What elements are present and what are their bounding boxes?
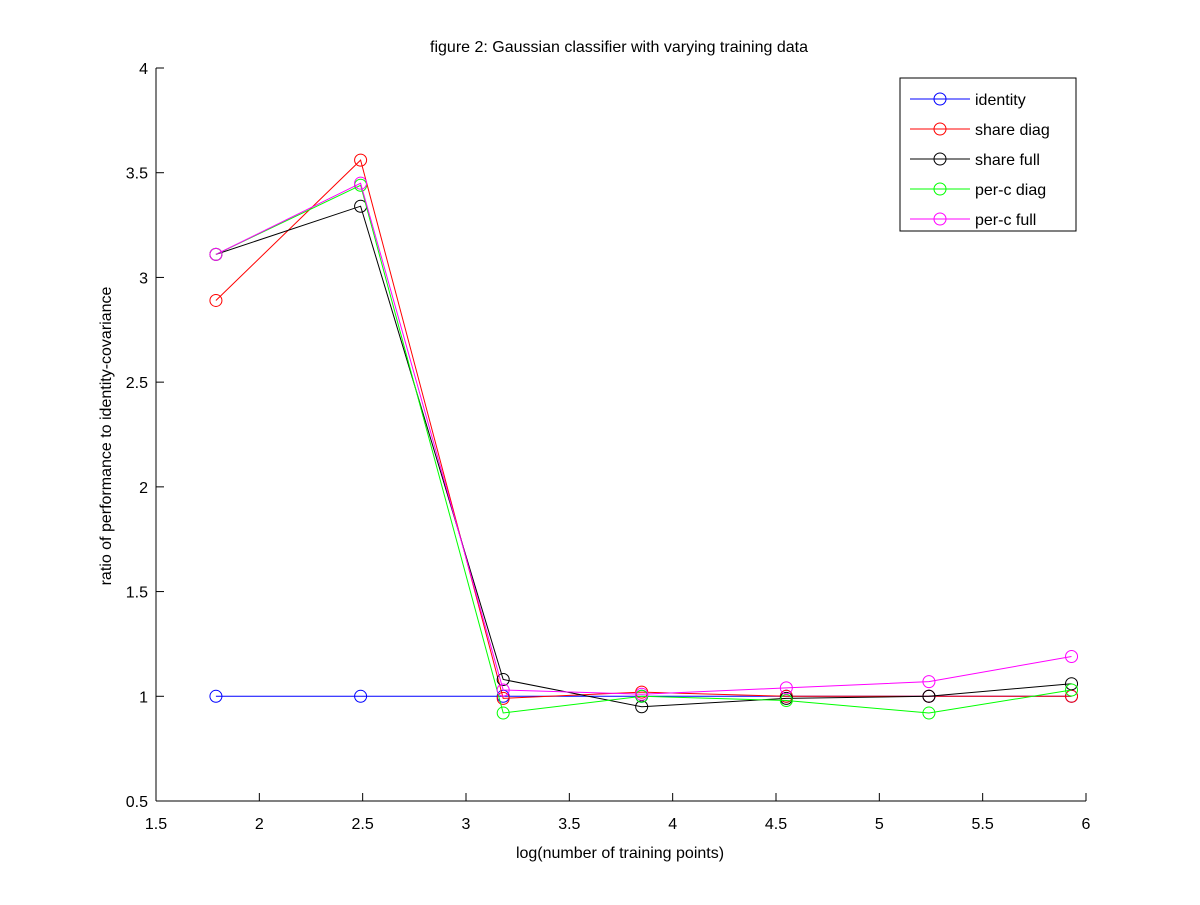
y-tick-label: 2 xyxy=(139,480,148,497)
y-tick-label: 0.5 xyxy=(126,794,148,811)
data-point-identity xyxy=(209,689,223,703)
x-tick-label: 5.5 xyxy=(972,816,994,833)
data-point-share-full xyxy=(1065,677,1079,691)
legend-item-per-c-full: per-c full xyxy=(910,212,1036,229)
x-tick-label: 6 xyxy=(1082,816,1091,833)
legend-marker xyxy=(933,122,947,136)
y-tick-label: 2.5 xyxy=(126,375,148,392)
y-tick-label: 3.5 xyxy=(126,166,148,183)
series-group xyxy=(209,153,1079,720)
data-point-per-c-full xyxy=(496,683,510,697)
series-per-c-full xyxy=(209,176,1079,701)
series-line-per-c-full xyxy=(215,182,1072,695)
legend-marker xyxy=(933,182,947,196)
x-tick-label: 2 xyxy=(255,816,264,833)
legend-marker xyxy=(933,212,947,226)
y-tick-label: 4 xyxy=(139,61,148,78)
x-tick-label: 1.5 xyxy=(145,816,167,833)
data-point-per-c-diag xyxy=(1065,683,1079,697)
data-point-share-diag xyxy=(496,691,510,705)
series-share-diag xyxy=(209,153,1079,705)
data-point-per-c-diag xyxy=(496,706,510,720)
y-tick-label: 3 xyxy=(139,270,148,287)
series-line-share-full xyxy=(215,205,1072,708)
chart-title: figure 2: Gaussian classifier with varyi… xyxy=(430,39,808,56)
legend-label: share diag xyxy=(975,122,1050,139)
data-point-share-full xyxy=(496,673,510,687)
series-line-share-diag xyxy=(215,159,1072,699)
data-point-share-full xyxy=(922,689,936,703)
data-point-share-diag xyxy=(209,293,223,307)
data-point-share-full xyxy=(635,700,649,714)
x-tick-label: 3.5 xyxy=(558,816,580,833)
legend-label: per-c full xyxy=(975,212,1036,229)
series-share-full xyxy=(209,199,1079,714)
legend-item-identity: identity xyxy=(910,92,1026,109)
legend-box xyxy=(899,77,1077,232)
data-point-per-c-full xyxy=(354,176,368,190)
data-point-per-c-diag xyxy=(779,693,793,707)
legend-item-share-diag: share diag xyxy=(910,122,1050,139)
data-point-per-c-full xyxy=(922,675,936,689)
x-tick-label: 2.5 xyxy=(352,816,374,833)
x-tick-label: 3 xyxy=(462,816,471,833)
y-tick-label: 1 xyxy=(139,689,148,706)
legend: identity share diag share full per-c diag pe… xyxy=(899,77,1077,232)
legend-label: identity xyxy=(975,92,1026,109)
data-point-per-c-diag xyxy=(922,706,936,720)
y-axis-label: ratio of performance to identity-covaria… xyxy=(98,286,115,585)
x-tick-label: 4.5 xyxy=(765,816,787,833)
x-axis-label: log(number of training points) xyxy=(516,845,724,862)
legend-label: per-c diag xyxy=(975,182,1046,199)
legend-label: share full xyxy=(975,152,1040,169)
legend-item-share-full: share full xyxy=(910,152,1040,169)
series-per-c-diag xyxy=(209,178,1079,720)
x-tick-label: 4 xyxy=(668,816,677,833)
data-point-identity xyxy=(354,689,368,703)
legend-item-per-c-diag: per-c diag xyxy=(910,182,1046,199)
data-point-per-c-full xyxy=(635,687,649,701)
legend-marker xyxy=(933,152,947,166)
series-line-per-c-diag xyxy=(215,184,1072,714)
data-point-per-c-full xyxy=(209,247,223,261)
axes: 1.5 2 2.5 3 3.5 4 4.5 5 5.5 6 0.5 1 1.5 2 2.5 3 3.5 4 xyxy=(126,61,1091,833)
data-point-share-diag xyxy=(354,153,368,167)
data-point-per-c-full xyxy=(779,681,793,695)
legend-marker xyxy=(933,92,947,106)
x-tick-label: 5 xyxy=(875,816,884,833)
data-point-per-c-full xyxy=(1065,649,1079,663)
y-tick-label: 1.5 xyxy=(126,585,148,602)
